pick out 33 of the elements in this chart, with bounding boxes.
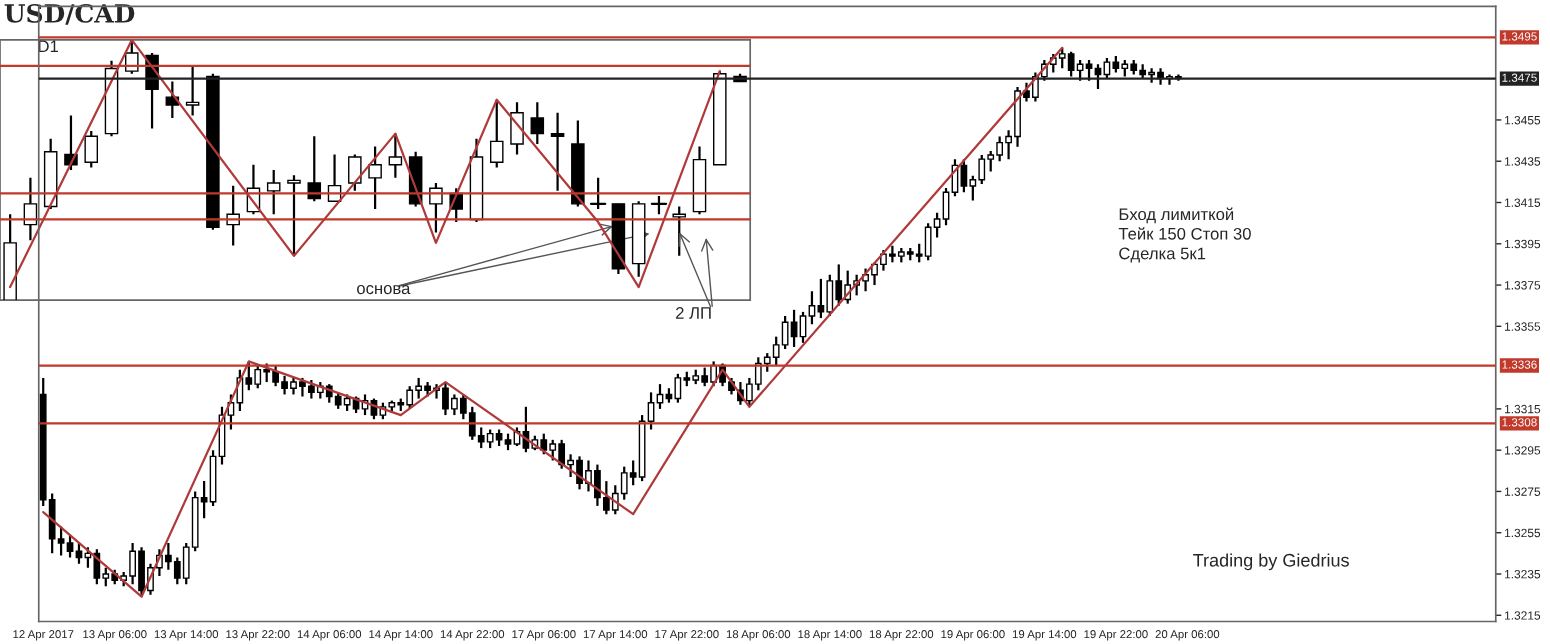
candlestick (530, 101, 545, 146)
annotation: Сделка 5к1 (1119, 247, 1206, 263)
candlestick (924, 222, 932, 262)
candlestick (650, 194, 668, 216)
candlestick (486, 428, 494, 450)
candlestick (1103, 56, 1111, 80)
candlestick (368, 145, 382, 211)
annotation: Тейк 150 Стоп 30 (1118, 227, 1251, 240)
chart-subtitle: D1 (38, 40, 58, 53)
candlestick (185, 64, 200, 117)
candlestick (799, 310, 807, 344)
candlestick (165, 80, 180, 120)
candlestick (1067, 50, 1075, 78)
candlestick (66, 533, 74, 559)
candlestick (826, 273, 834, 318)
candlestick (589, 176, 607, 211)
candlestick (266, 168, 281, 216)
candlestick (510, 101, 524, 156)
candlestick (960, 158, 968, 194)
candlestick (550, 111, 565, 192)
candlestick (817, 277, 825, 320)
candlestick (674, 372, 682, 404)
candlestick (489, 98, 504, 169)
annotation: Trading by Giedrius (1193, 553, 1349, 571)
candlestick (93, 548, 101, 586)
candlestick (781, 314, 789, 351)
candlestick (84, 129, 99, 169)
annotation: 2 ЛП (676, 307, 711, 319)
annotation: Бход лимиткой (1119, 207, 1234, 224)
candlestick (287, 174, 301, 257)
annotation: основа (357, 285, 411, 295)
candlestick (348, 153, 362, 192)
candlestick (388, 132, 403, 179)
